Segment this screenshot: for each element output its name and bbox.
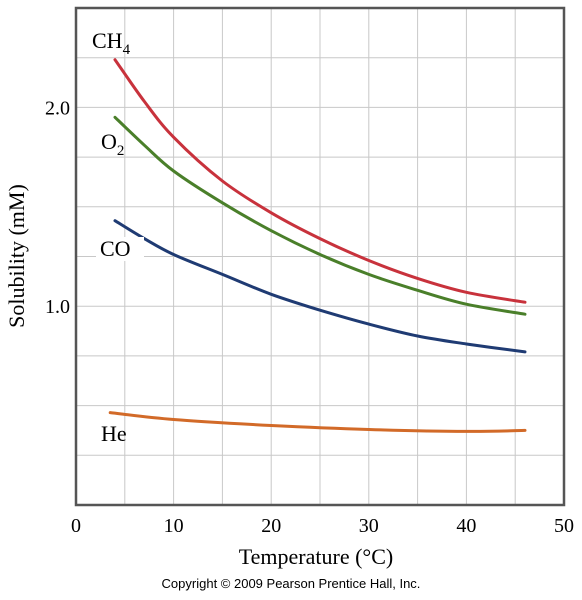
- copyright-notice: Copyright © 2009 Pearson Prentice Hall, …: [161, 576, 421, 591]
- y-axis-label: Solubility (mM): [4, 184, 29, 328]
- series-label-subscript: 2: [117, 143, 125, 159]
- y-tick-labels: 1.0 2.0: [45, 97, 70, 318]
- series-line-ch: [113, 58, 527, 304]
- label-backdrop: [96, 237, 144, 261]
- x-tick-label: 30: [359, 515, 379, 537]
- plot-frame: [74, 6, 566, 507]
- series-line-co: [113, 219, 527, 354]
- series-line-he: [108, 411, 527, 433]
- x-tick-label: 20: [261, 515, 281, 537]
- x-tick-label: 40: [456, 515, 476, 537]
- x-tick-labels: 0 10 20 30 40 50: [71, 515, 574, 537]
- y-tick-label: 1.0: [45, 296, 70, 318]
- series-lines: [108, 58, 527, 433]
- series-label-o: O2: [101, 129, 124, 159]
- y-tick-label: 2.0: [45, 97, 70, 119]
- series-label-co: CO: [100, 236, 131, 261]
- series-label-he: He: [101, 421, 127, 446]
- x-tick-label: 0: [71, 515, 81, 537]
- series-line-o: [113, 115, 527, 316]
- x-tick-label: 10: [164, 515, 184, 537]
- x-tick-label: 50: [554, 515, 574, 537]
- series-label-subscript: 4: [123, 42, 131, 58]
- x-axis-label: Temperature (°C): [239, 544, 393, 569]
